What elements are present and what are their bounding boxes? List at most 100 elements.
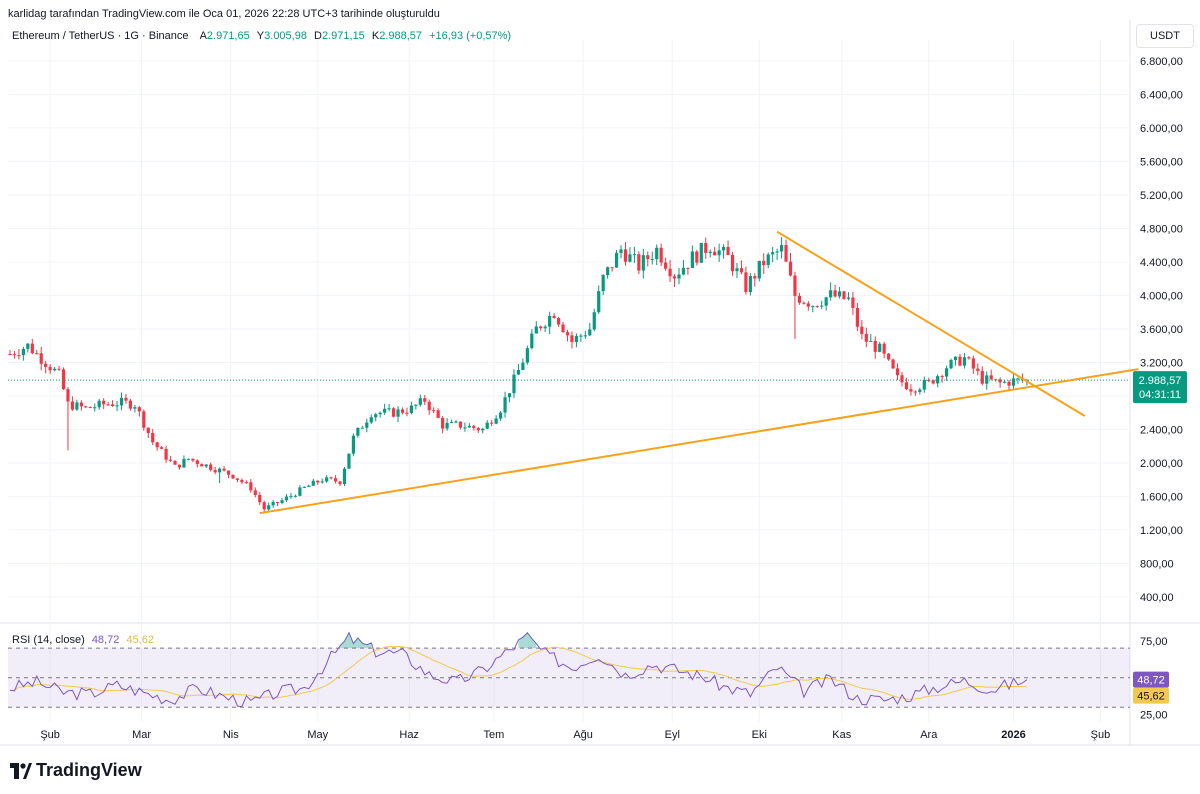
candle-body	[833, 290, 837, 297]
candle-body	[713, 251, 717, 256]
candle-body	[298, 487, 302, 496]
candle-body	[855, 308, 859, 327]
candle-body	[1011, 378, 1016, 386]
rsi-legend: RSI (14, close) 48,72 45,62	[12, 634, 154, 646]
candle-body	[427, 401, 431, 411]
close-value: 2.988,57	[379, 30, 423, 42]
open-label: A	[199, 30, 207, 42]
candle-body	[753, 276, 757, 279]
high-label: Y	[256, 30, 265, 42]
rsi-overbought-fill	[340, 632, 372, 649]
y-tick-label: 6.400,00	[1140, 89, 1183, 101]
x-tick-label: Eyl	[665, 729, 680, 741]
candle-body	[110, 404, 115, 407]
y-tick-label: 6.000,00	[1140, 123, 1183, 135]
candle-body	[481, 428, 485, 431]
candle-body	[396, 409, 400, 417]
candle-body	[614, 252, 619, 268]
candle-body	[980, 370, 984, 384]
candle-body	[503, 397, 507, 413]
candle-body	[985, 375, 989, 384]
rsi-ma-value: 45,62	[126, 634, 154, 646]
candle-body	[320, 481, 324, 483]
candle-body	[829, 290, 833, 298]
y-tick-label: 400,00	[1140, 592, 1174, 604]
candle-body	[494, 418, 498, 424]
candle-body	[797, 295, 802, 303]
low-value: 2.971,15	[321, 30, 365, 42]
candle-body	[409, 405, 413, 413]
currency-selector[interactable]: USDT	[1136, 24, 1194, 48]
candle-body	[253, 490, 257, 495]
candle-body	[998, 379, 1002, 383]
candle-body	[454, 421, 458, 423]
candle-body	[177, 464, 182, 468]
candle-body	[226, 470, 231, 475]
candle-body	[391, 408, 396, 417]
x-tick-label: Kas	[832, 729, 851, 741]
candle-body	[182, 458, 186, 468]
y-tick-label: 1.600,00	[1140, 491, 1183, 503]
rsi-ma-badge	[1133, 687, 1169, 704]
candle-body	[887, 353, 891, 360]
candle-body	[137, 407, 141, 412]
y-tick-label: 6.800,00	[1140, 56, 1183, 68]
symbol-legend: Ethereum / TetherUS · 1G · Binance A 2.97…	[12, 30, 511, 42]
candle-body	[66, 389, 70, 402]
candle-body	[704, 242, 708, 254]
candle-body	[463, 427, 467, 429]
candle-body	[802, 302, 806, 304]
candle-body	[543, 326, 547, 329]
candle-body	[686, 267, 690, 269]
candle-body	[467, 425, 471, 428]
candle-body	[276, 501, 280, 504]
candle-body	[155, 442, 159, 448]
candle-body	[735, 268, 739, 272]
candle-body	[936, 376, 940, 384]
candle-body	[708, 251, 712, 254]
candle-body	[628, 254, 632, 262]
candle-body	[284, 496, 289, 501]
candle-body	[414, 404, 418, 406]
ascending-support-trendline	[259, 368, 1139, 515]
y-tick-label: 2.400,00	[1140, 424, 1183, 436]
candle-body	[842, 291, 846, 299]
candle-body	[525, 348, 529, 363]
candle-body	[766, 254, 770, 265]
candle-body	[521, 362, 525, 370]
candle-body	[133, 407, 137, 409]
symbol-title[interactable]: Ethereum / TetherUS · 1G · Binance	[12, 30, 189, 42]
candle-body	[70, 401, 75, 410]
candle-body	[458, 421, 463, 428]
candle-body	[8, 354, 12, 356]
candle-body	[530, 333, 534, 349]
candle-body	[722, 246, 726, 251]
candle-body	[1016, 378, 1020, 380]
candle-body	[106, 404, 110, 406]
candle-body	[57, 368, 61, 370]
candle-body	[39, 353, 43, 364]
candle-body	[128, 400, 133, 409]
low-label: D	[314, 30, 322, 42]
candle-body	[606, 267, 610, 276]
candle-body	[962, 357, 967, 366]
candle-body	[173, 460, 177, 465]
candle-body	[909, 389, 913, 392]
candle-body	[632, 254, 636, 256]
candle-body	[351, 435, 356, 454]
candle-body	[659, 247, 663, 263]
candle-body	[333, 478, 338, 482]
candle-body	[168, 459, 173, 461]
candle-body	[26, 343, 30, 349]
candle-body	[695, 251, 699, 263]
x-tick-label: Ara	[920, 729, 938, 741]
candle-body	[565, 332, 570, 336]
footer: TradingView	[10, 760, 142, 781]
rsi-label[interactable]: RSI (14, close)	[12, 634, 85, 646]
candle-body	[989, 375, 993, 380]
candle-body	[204, 464, 208, 467]
rsi-line	[9, 631, 1028, 708]
candle-body	[293, 495, 298, 497]
candle-body	[579, 335, 583, 337]
